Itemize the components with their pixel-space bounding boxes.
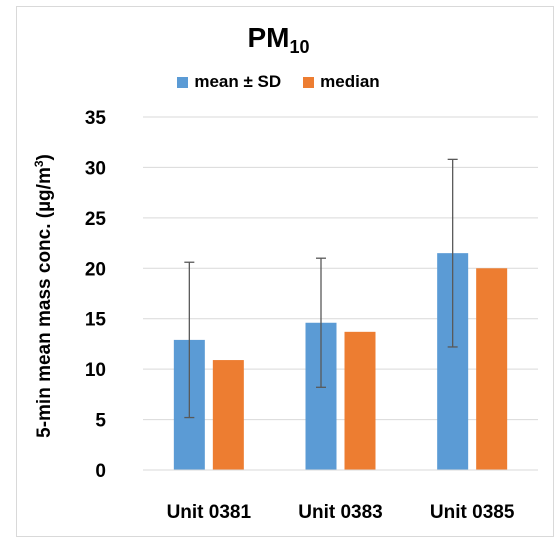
y-tick-label-35: 35: [85, 108, 107, 129]
chart-title-subscript: 10: [289, 37, 310, 57]
legend-label-median: median: [320, 72, 380, 91]
y-tick-label-5: 5: [95, 411, 106, 432]
legend-item-mean: mean ± SD: [177, 72, 281, 92]
y-tick-label-20: 20: [85, 259, 106, 280]
y-tick-label-10: 10: [85, 360, 106, 381]
chart-legend: mean ± SD median: [0, 72, 557, 92]
bar-median-0: [212, 360, 244, 470]
x-category-label-1: Unit 0383: [298, 502, 382, 523]
x-category-label-2: Unit 0385: [430, 502, 515, 523]
legend-swatch-mean: [177, 76, 189, 88]
x-category-label-0: Unit 0381: [167, 502, 252, 523]
y-tick-label-30: 30: [85, 158, 106, 179]
bar-median-2: [476, 268, 508, 470]
legend-swatch-median: [303, 76, 315, 88]
chart-title-main: PM: [247, 22, 290, 53]
legend-label-mean: mean ± SD: [194, 72, 282, 91]
legend-item-median: median: [303, 72, 380, 92]
bar-median-1: [344, 331, 376, 470]
y-tick-label-15: 15: [85, 310, 107, 331]
y-tick-label-0: 0: [95, 461, 106, 482]
y-tick-label-25: 25: [85, 209, 107, 230]
chart-title: PM10: [0, 22, 557, 58]
